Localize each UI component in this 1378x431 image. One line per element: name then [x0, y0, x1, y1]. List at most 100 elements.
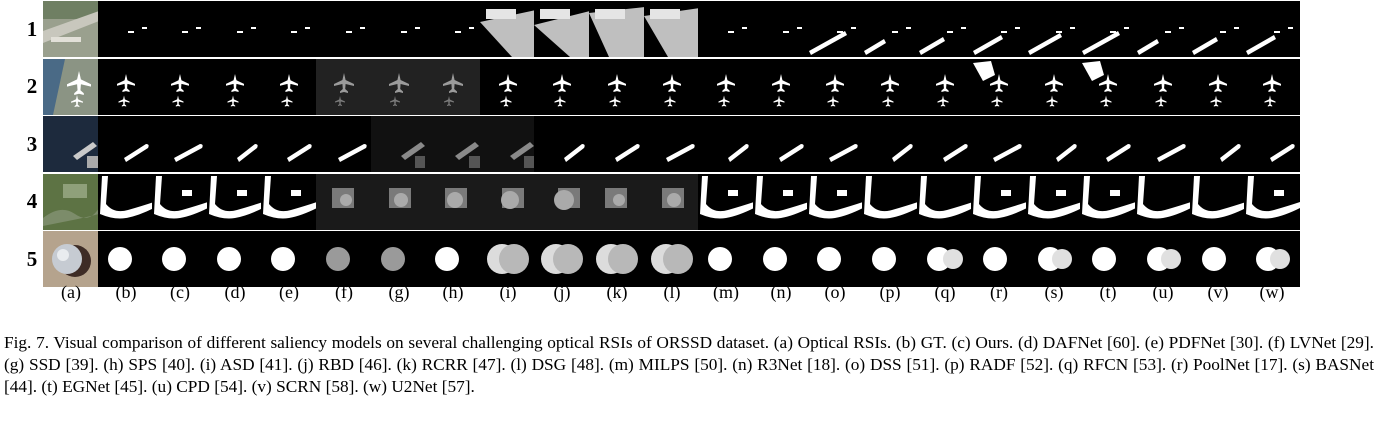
column-label: (o): [824, 282, 846, 302]
saliency-map: [698, 1, 754, 57]
column-label: (g): [388, 282, 410, 302]
saliency-map: [371, 231, 427, 287]
saliency-map: [207, 1, 263, 57]
saliency-map: [534, 231, 590, 287]
saliency-map: [753, 1, 809, 57]
saliency-map: [98, 231, 154, 287]
optical-image: [43, 116, 99, 172]
saliency-map: [1244, 231, 1300, 287]
saliency-map: [644, 231, 700, 287]
optical-image: [43, 174, 99, 230]
saliency-map: [1135, 59, 1191, 115]
saliency-map: [261, 1, 317, 57]
saliency-map: [644, 1, 700, 57]
saliency-map: [917, 174, 973, 230]
saliency-map: [862, 59, 918, 115]
column-label: (i): [499, 282, 517, 302]
saliency-map: [534, 174, 590, 230]
saliency-map: [371, 174, 427, 230]
saliency-map: [971, 116, 1027, 172]
saliency-map: [1080, 116, 1136, 172]
saliency-map: [807, 174, 863, 230]
saliency-map: [753, 231, 809, 287]
column-label: (w): [1259, 282, 1285, 302]
saliency-map: [152, 1, 208, 57]
column-label: (r): [990, 282, 1008, 302]
saliency-map: [1244, 116, 1300, 172]
saliency-map: [753, 116, 809, 172]
saliency-map: [261, 59, 317, 115]
saliency-map: [1190, 231, 1246, 287]
saliency-map: [371, 116, 427, 172]
figure-caption: Fig. 7. Visual comparison of different s…: [4, 333, 1374, 396]
column-label: (d): [224, 282, 246, 302]
saliency-map: [807, 1, 863, 57]
column-label: (v): [1207, 282, 1229, 302]
saliency-map: [425, 231, 481, 287]
saliency-map: [207, 116, 263, 172]
saliency-map: [1026, 1, 1082, 57]
optical-image: [43, 231, 99, 287]
saliency-map: [1080, 174, 1136, 230]
saliency-map: [644, 116, 700, 172]
saliency-map: [316, 116, 372, 172]
column-label: (b): [115, 282, 137, 302]
saliency-map: [589, 1, 645, 57]
saliency-map: [698, 174, 754, 230]
saliency-map: [98, 1, 154, 57]
saliency-map: [480, 231, 536, 287]
saliency-map: [261, 231, 317, 287]
column-label: (c): [170, 282, 190, 302]
saliency-map: [480, 174, 536, 230]
column-label: (s): [1044, 282, 1064, 302]
saliency-map: [862, 116, 918, 172]
saliency-map: [589, 59, 645, 115]
saliency-map: [1190, 1, 1246, 57]
saliency-map: [371, 1, 427, 57]
column-label: (e): [279, 282, 299, 302]
saliency-map: [534, 116, 590, 172]
column-label: (h): [442, 282, 464, 302]
saliency-map: [425, 1, 481, 57]
saliency-map: [862, 1, 918, 57]
saliency-map: [480, 116, 536, 172]
saliency-map: [807, 231, 863, 287]
saliency-map: [1135, 116, 1191, 172]
saliency-map: [971, 1, 1027, 57]
saliency-map: [1080, 231, 1136, 287]
saliency-map: [207, 231, 263, 287]
saliency-map: [316, 1, 372, 57]
saliency-map: [971, 59, 1027, 115]
row-label-3: 3: [26, 131, 38, 156]
saliency-map: [1244, 174, 1300, 230]
column-label: (l): [663, 282, 681, 302]
saliency-map: [371, 59, 427, 115]
saliency-map: [480, 1, 536, 57]
saliency-map: [1244, 59, 1300, 115]
saliency-map: [589, 116, 645, 172]
saliency-map: [98, 174, 154, 230]
saliency-map: [971, 174, 1027, 230]
saliency-map: [1135, 1, 1191, 57]
saliency-map: [261, 116, 317, 172]
saliency-map: [1080, 1, 1136, 57]
saliency-map: [316, 174, 372, 230]
saliency-map: [1190, 116, 1246, 172]
saliency-map: [917, 116, 973, 172]
saliency-map: [644, 59, 700, 115]
saliency-map: [1026, 59, 1082, 115]
row-label-2: 2: [26, 74, 38, 99]
column-label: (q): [934, 282, 956, 302]
column-label: (j): [553, 282, 571, 302]
saliency-map: [589, 231, 645, 287]
saliency-map: [1080, 59, 1136, 115]
saliency-map: [1190, 59, 1246, 115]
column-label: (f): [335, 282, 353, 302]
saliency-map: [207, 59, 263, 115]
saliency-map: [698, 116, 754, 172]
saliency-map: [261, 174, 317, 230]
saliency-map: [753, 59, 809, 115]
saliency-map: [316, 231, 372, 287]
row-label-5: 5: [26, 246, 38, 271]
